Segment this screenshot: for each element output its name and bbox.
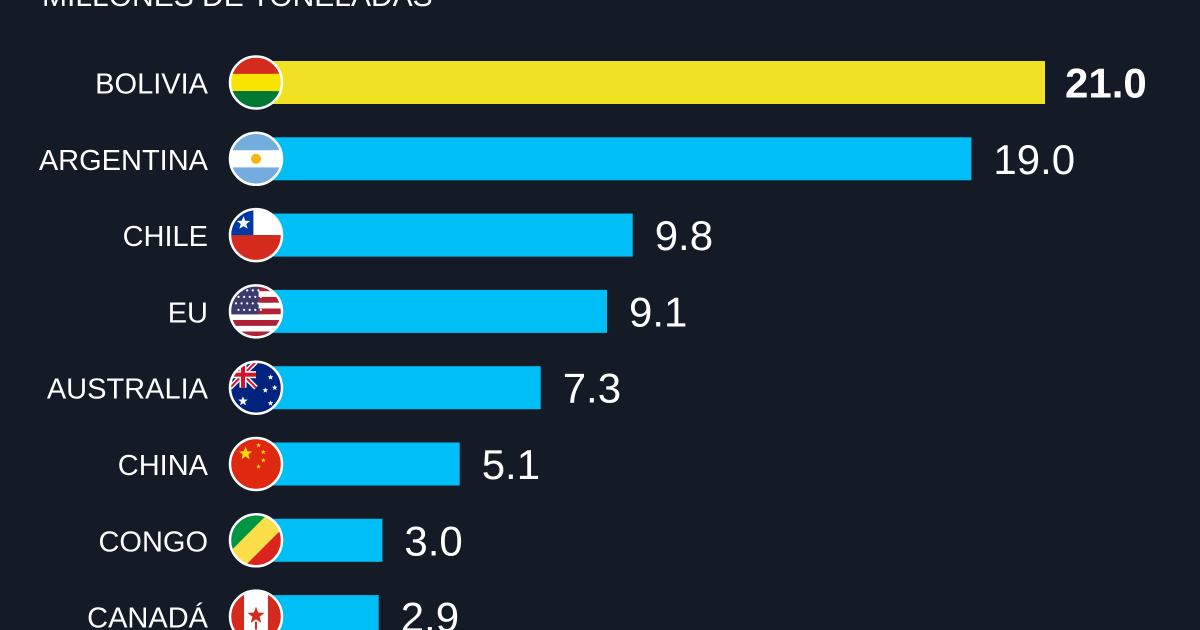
- flag-ring: [228, 589, 284, 630]
- category-label: CANADÁ: [87, 602, 209, 630]
- value-label: 3.0: [404, 517, 462, 564]
- value-label: 7.3: [563, 365, 621, 412]
- category-label: ARGENTINA: [39, 145, 209, 177]
- bar-chile: [272, 213, 633, 257]
- value-label: 5.1: [482, 441, 540, 488]
- value-label: 19.0: [993, 136, 1075, 183]
- flag-ring: [228, 207, 284, 263]
- bar-eu: [272, 289, 607, 333]
- bar-row-argentina: ARGENTINA 19.0: [39, 131, 1075, 187]
- congo-flag-icon: [230, 514, 282, 567]
- value-label: 21.0: [1065, 60, 1147, 107]
- chart-subtitle: MILLONES DE TONELADAS: [42, 0, 433, 13]
- value-label: 9.1: [629, 288, 687, 335]
- category-label: CONGO: [98, 526, 208, 558]
- bar-row-bolivia: BOLIVIA 21.0: [95, 55, 1147, 110]
- category-label: AUSTRALIA: [47, 374, 209, 406]
- flag-ring: [228, 284, 284, 339]
- flag-ring: [228, 131, 284, 187]
- category-label: CHILE: [123, 221, 208, 253]
- china-flag-icon: [230, 438, 282, 490]
- bar-row-china: CHINA 5.1: [118, 436, 540, 492]
- value-label: 2.9: [401, 594, 459, 630]
- australia-flag-icon: [230, 361, 282, 414]
- category-label: CHINA: [118, 450, 209, 482]
- bar-canada: [272, 595, 379, 630]
- bar-row-chile: CHILE 9.8: [123, 207, 713, 263]
- usa-flag-icon: [230, 285, 282, 338]
- flag-ring: [228, 360, 284, 415]
- bar-row-australia: AUSTRALIA 7.3: [47, 360, 621, 415]
- bar-australia: [272, 366, 541, 410]
- bar-argentina: [272, 137, 972, 181]
- value-label: 9.8: [655, 212, 713, 259]
- bar-row-canada: CANADÁ 2.9: [87, 589, 459, 630]
- flag-ring: [228, 436, 284, 492]
- bar-bolivia: [272, 61, 1045, 104]
- bar-row-congo: CONGO 3.0: [98, 513, 463, 568]
- bar-row-eu: EU 9.1: [168, 284, 687, 339]
- category-label: EU: [168, 297, 208, 329]
- flag-ring: [228, 513, 284, 568]
- bar-congo: [272, 518, 383, 562]
- category-label: BOLIVIA: [95, 69, 208, 101]
- bar-china: [272, 442, 460, 486]
- flag-ring: [228, 55, 284, 110]
